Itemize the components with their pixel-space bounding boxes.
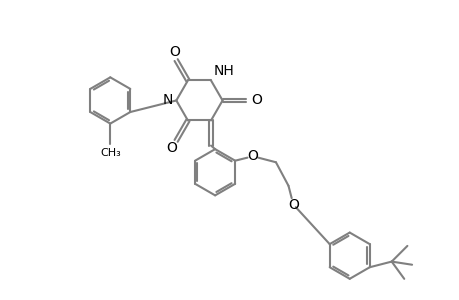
Text: CH₃: CH₃ — [100, 148, 120, 158]
Text: O: O — [288, 198, 299, 212]
Text: O: O — [168, 45, 179, 59]
Text: O: O — [246, 149, 257, 163]
Text: NH: NH — [213, 64, 234, 78]
Text: O: O — [251, 94, 262, 107]
Text: O: O — [166, 141, 177, 155]
Text: N: N — [162, 94, 173, 107]
